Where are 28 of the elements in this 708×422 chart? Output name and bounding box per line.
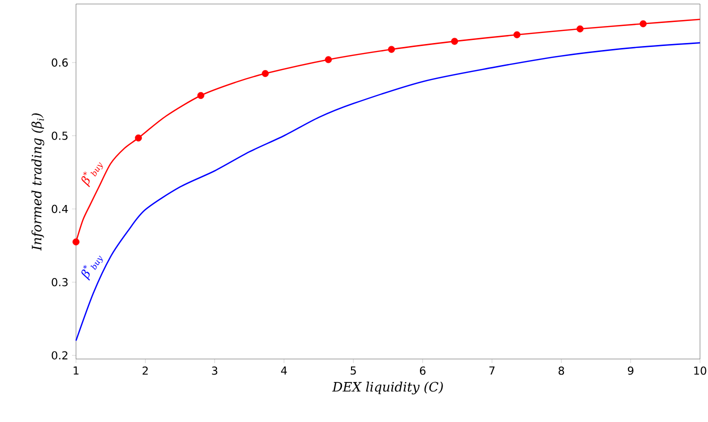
point	[640, 20, 647, 28]
point	[134, 134, 142, 142]
x-tick-label: 5	[350, 366, 356, 375]
x-tick-label: 2	[142, 366, 148, 375]
x-tick-label: 7	[489, 366, 495, 375]
point	[72, 238, 80, 246]
y-tick-label: 0.6	[52, 58, 68, 67]
x-tick-label: 4	[281, 366, 287, 375]
x-tick-label: 1	[74, 366, 78, 375]
y-axis-title: Informed trading (β$_{i}$)	[31, 113, 44, 251]
point	[388, 46, 395, 53]
x-tick-label: 8	[558, 366, 564, 375]
point	[197, 92, 204, 99]
x-tick-label: 3	[212, 366, 218, 375]
point	[451, 38, 458, 45]
y-tick-label: 0.4	[52, 204, 68, 214]
y-tick-label: 0.5	[52, 132, 68, 140]
x-tick-label: 6	[420, 366, 426, 375]
point	[262, 70, 269, 78]
point	[513, 31, 520, 38]
y-tick-label: 0.3	[52, 278, 68, 286]
x-tick-label: 9	[628, 366, 634, 375]
y-tick-label: 0.2	[52, 351, 68, 360]
point	[324, 56, 332, 64]
line-series	[75, 42, 701, 342]
x-axis-title: DEX liquidity (C)	[332, 382, 443, 394]
x-tick-label: 10	[694, 366, 706, 375]
point	[576, 25, 584, 32]
